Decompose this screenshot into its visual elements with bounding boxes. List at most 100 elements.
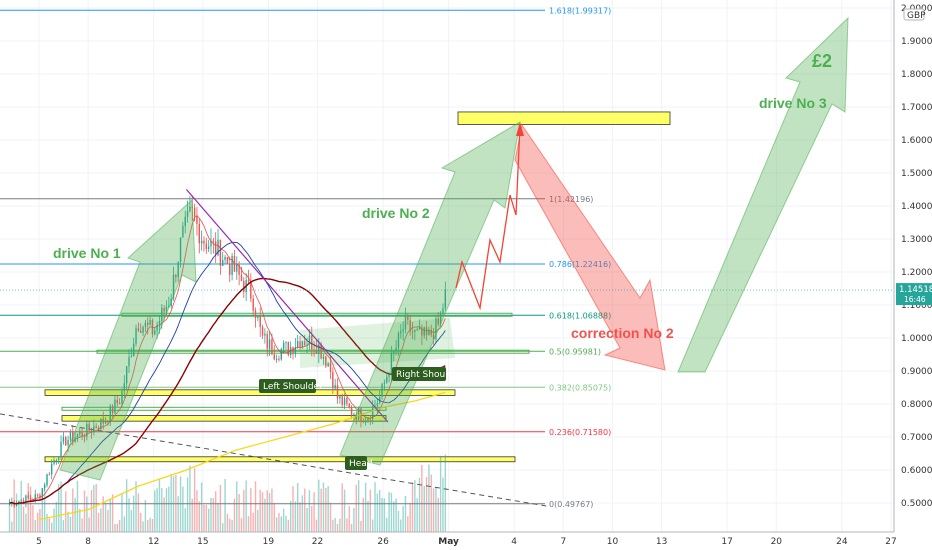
volume-bar <box>231 519 233 532</box>
candle-body <box>236 264 238 272</box>
candle-body <box>353 414 355 416</box>
candle-body <box>400 331 402 334</box>
volume-bar <box>238 494 240 532</box>
projected-path[interactable] <box>455 124 521 311</box>
price-tick-label: 1.50000 <box>901 169 932 179</box>
head-label-bg[interactable] <box>345 456 367 470</box>
candle-body <box>301 341 304 348</box>
drive2-arrow[interactable] <box>339 121 521 466</box>
candle-body <box>362 421 365 423</box>
candle-body <box>371 406 374 419</box>
volume-bar <box>196 490 198 532</box>
volume-bar <box>266 490 268 532</box>
drawings[interactable]: drive No 1 drive No 2 drive No 3 correction… <box>0 16 849 507</box>
candle-body <box>36 494 39 496</box>
candle-body <box>27 495 29 498</box>
drive1-arrow[interactable] <box>59 198 197 481</box>
candle-body <box>229 263 231 275</box>
candle-body <box>299 341 301 348</box>
supply-demand-zone[interactable] <box>44 389 456 396</box>
fib-label-0.5: 0.5(0.95981) <box>549 347 601 356</box>
candle-body <box>130 356 133 358</box>
candle-body <box>381 383 383 397</box>
volume-bar <box>252 512 254 532</box>
volume-bar <box>271 488 273 532</box>
volume-bar <box>8 504 11 532</box>
left-shoulder-label-bg[interactable] <box>259 379 316 393</box>
candle-body <box>430 329 432 335</box>
volume-bar <box>259 489 261 532</box>
fib-label-1.618: 1.618(1.99317) <box>549 6 611 15</box>
price-tick-label: 1.10000 <box>901 301 932 311</box>
volume-bar <box>191 498 193 532</box>
dashed-trendline[interactable] <box>0 413 549 507</box>
candle-body <box>250 281 252 299</box>
volume-bar <box>311 506 313 532</box>
target-label: £2 <box>812 51 832 71</box>
candle-body <box>88 424 90 431</box>
volume-bar <box>226 513 229 532</box>
candle-body <box>240 274 243 281</box>
last-price-value: 1.14518 <box>899 285 932 295</box>
volume-bar <box>439 455 442 532</box>
candle-body <box>224 257 226 260</box>
supply-demand-zone[interactable] <box>457 111 671 125</box>
supply-demand-zone[interactable] <box>61 415 387 422</box>
candle-body <box>404 316 407 330</box>
volume-bar <box>111 494 114 532</box>
candle-body <box>364 421 367 423</box>
currency-badge[interactable] <box>903 8 925 21</box>
candle-body <box>198 223 200 244</box>
volume-bar <box>435 487 437 532</box>
volume-bar <box>294 501 297 532</box>
candle-body <box>325 356 327 367</box>
volume-bar <box>163 497 165 532</box>
supply-demand-zone[interactable] <box>44 456 516 463</box>
candle-body <box>397 333 400 348</box>
volume-bar <box>172 476 175 532</box>
time-tick-label: 19 <box>263 537 275 547</box>
candle-body <box>104 421 107 424</box>
candle-body <box>29 497 32 500</box>
candle-body <box>102 418 104 424</box>
volume-bar <box>353 507 355 532</box>
time-tick-label: 5 <box>36 537 42 547</box>
volume-bar <box>411 482 414 532</box>
candle-body <box>86 424 88 437</box>
purple-trendline[interactable] <box>186 189 389 423</box>
green-box-zone[interactable] <box>121 312 513 317</box>
volume-bar <box>86 496 88 532</box>
candle-body <box>414 329 416 332</box>
volume-bar <box>123 516 126 532</box>
volume-bar <box>318 479 320 532</box>
candle-body <box>177 261 179 278</box>
candle-body <box>339 396 341 399</box>
green-box-zone[interactable] <box>61 406 387 411</box>
volume-bar <box>245 480 247 532</box>
candle-body <box>107 421 109 423</box>
candle-body <box>48 474 51 476</box>
time-tick-label: 8 <box>85 537 91 547</box>
candle-body <box>322 356 325 359</box>
time-tick-label: 17 <box>721 537 732 547</box>
candle-body <box>386 376 388 383</box>
candle-body <box>125 366 128 384</box>
correction2-arrow[interactable] <box>514 123 666 371</box>
green-box-zone[interactable] <box>96 349 530 354</box>
volume-bar <box>179 476 182 532</box>
candle-body <box>346 398 348 404</box>
candle-body <box>25 495 27 505</box>
support-zones[interactable] <box>44 111 671 463</box>
volume-bar <box>325 488 327 532</box>
right-shoulder-label-bg[interactable] <box>392 367 446 381</box>
last-price-countdown: 16:46 <box>904 295 926 304</box>
candle-body <box>69 431 72 440</box>
candle-body <box>374 405 376 407</box>
volume-bar <box>414 480 416 532</box>
volume-bar <box>79 508 81 532</box>
drive3-arrow[interactable] <box>677 16 849 373</box>
volume-bar <box>121 493 123 532</box>
